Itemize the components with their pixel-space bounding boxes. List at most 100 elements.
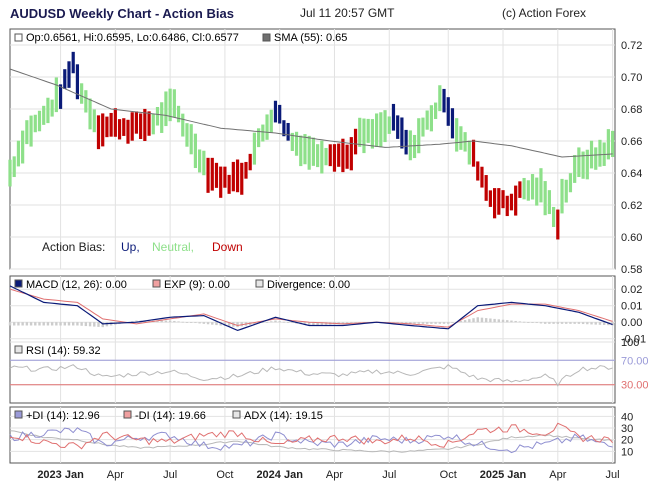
x-tick-label: 2024 Jan xyxy=(256,469,303,481)
price-bar-up xyxy=(391,103,396,131)
divergence-bar xyxy=(55,322,58,326)
price-bar-neutral xyxy=(598,139,602,167)
price-bar-neutral xyxy=(577,147,581,178)
rsi-line xyxy=(9,364,613,387)
price-bar-down xyxy=(349,137,353,171)
price-bar-neutral xyxy=(551,206,556,227)
price-bar-down xyxy=(484,175,488,201)
price-bar-down xyxy=(96,115,101,150)
price-bar-down xyxy=(134,111,139,134)
exp-legend-swatch xyxy=(152,279,161,288)
price-bar-down xyxy=(488,190,492,207)
price-bar-neutral xyxy=(412,134,417,159)
divergence-bar xyxy=(282,321,286,323)
price-bar-neutral xyxy=(547,190,551,215)
price-bar-neutral xyxy=(155,107,160,126)
price-bar-neutral xyxy=(370,119,374,149)
divergence-bar xyxy=(497,319,501,323)
price-bar-neutral xyxy=(455,118,459,152)
dmi-legend: +DI (14): 12.96 -DI (14): 19.66 ADX (14)… xyxy=(14,410,323,422)
price-bar-neutral xyxy=(568,173,573,193)
price-y-tick-label: 0.60 xyxy=(621,232,642,244)
divergence-bar xyxy=(425,322,429,324)
divergence-bar xyxy=(442,322,446,324)
divergence-bar xyxy=(341,322,345,324)
divergence-bar xyxy=(438,322,442,324)
price-bar-neutral xyxy=(362,118,366,154)
mdi-legend-swatch xyxy=(123,410,132,419)
price-bar-down xyxy=(509,193,514,211)
x-tick-label: Apr xyxy=(326,469,343,481)
price-bar-neutral xyxy=(564,179,568,203)
divergence-bar xyxy=(451,322,454,323)
macd-y-tick-label: -0.01 xyxy=(621,334,646,346)
divergence-bar xyxy=(586,322,589,325)
price-bar-neutral xyxy=(320,140,324,174)
price-bar-neutral xyxy=(164,91,168,127)
divergence-bar xyxy=(189,322,193,323)
divergence-bar xyxy=(468,319,471,323)
price-bar-down xyxy=(240,162,244,195)
price-bar-down xyxy=(126,119,130,144)
price-bar-neutral xyxy=(202,150,206,176)
macd-y-tick-label: 0.01 xyxy=(621,301,642,313)
divergence-bar xyxy=(215,322,218,326)
price-bar-neutral xyxy=(589,140,594,169)
axis-labels: 2023 Jan Apr Jul Oct 2024 Jan Apr Jul Oct 2025 J… xyxy=(37,40,648,481)
price-bar-up xyxy=(67,61,71,88)
divergence-bar xyxy=(345,322,349,324)
divergence-bar xyxy=(447,322,450,324)
price-bar-neutral xyxy=(408,130,412,161)
divergence-bar xyxy=(29,322,33,326)
divergence-bar xyxy=(510,320,513,323)
price-bar-down xyxy=(101,113,105,147)
divergence-bar xyxy=(160,320,163,323)
price-bar-up xyxy=(286,122,290,141)
price-bar-down xyxy=(231,161,235,192)
price-bar-up xyxy=(282,120,286,137)
rsi-y-tick-label: 100 xyxy=(621,337,639,349)
price-bar-up xyxy=(63,69,67,89)
divergence-bar xyxy=(17,322,20,326)
price-bar-neutral xyxy=(438,85,442,112)
divergence-bar xyxy=(413,322,416,324)
divergence-bar xyxy=(611,322,614,326)
divergence-bar xyxy=(581,322,585,325)
divergence-bar xyxy=(135,320,138,323)
dmi-y-tick-label: 30 xyxy=(621,423,633,435)
macd-line xyxy=(9,285,613,332)
divergence-bar xyxy=(598,322,602,325)
divergence-bar xyxy=(539,322,543,324)
price-bar-neutral xyxy=(176,105,181,123)
rsi-y-tick-label: 30.00 xyxy=(621,380,649,392)
price-legend: Op:0.6561, Hi:0.6595, Lo:0.6486, Cl:0.65… xyxy=(14,32,347,44)
price-bar-neutral xyxy=(539,168,543,203)
divergence-bar xyxy=(543,322,547,324)
price-bar-neutral xyxy=(46,97,50,124)
price-bar-neutral xyxy=(33,114,37,133)
divergence-bar xyxy=(602,322,606,326)
price-bar-down xyxy=(147,111,151,136)
divergence-bar xyxy=(131,321,134,323)
price-bar-down xyxy=(341,138,345,173)
price-bar-down xyxy=(113,108,117,137)
price-bar-neutral xyxy=(573,155,577,183)
price-bar-neutral xyxy=(265,114,269,140)
divergence-bar xyxy=(38,322,41,326)
price-bar-neutral xyxy=(375,113,379,148)
macd-legend-text: MACD (12, 26): 0.00 xyxy=(26,279,127,291)
price-bar-neutral xyxy=(290,132,294,151)
divergence-bar xyxy=(202,322,206,324)
price-y-tick-label: 0.62 xyxy=(621,200,642,212)
price-y-tick-label: 0.64 xyxy=(621,168,642,180)
price-bar-neutral xyxy=(316,144,320,168)
divergence-bar xyxy=(476,317,479,323)
bias-legend-label: Action Bias: xyxy=(42,240,105,254)
adx-legend-text: ADX (14): 19.15 xyxy=(244,410,323,422)
divergence-bar xyxy=(211,322,214,325)
price-bar-neutral xyxy=(42,105,46,125)
rsi-legend: RSI (14): 59.32 xyxy=(14,345,101,357)
ohlc-legend-text: Op:0.6561, Hi:0.6595, Lo:0.6486, Cl:0.65… xyxy=(26,32,239,44)
divergence-bar xyxy=(34,322,37,326)
divergence-legend-text: Divergence: 0.00 xyxy=(267,279,350,291)
